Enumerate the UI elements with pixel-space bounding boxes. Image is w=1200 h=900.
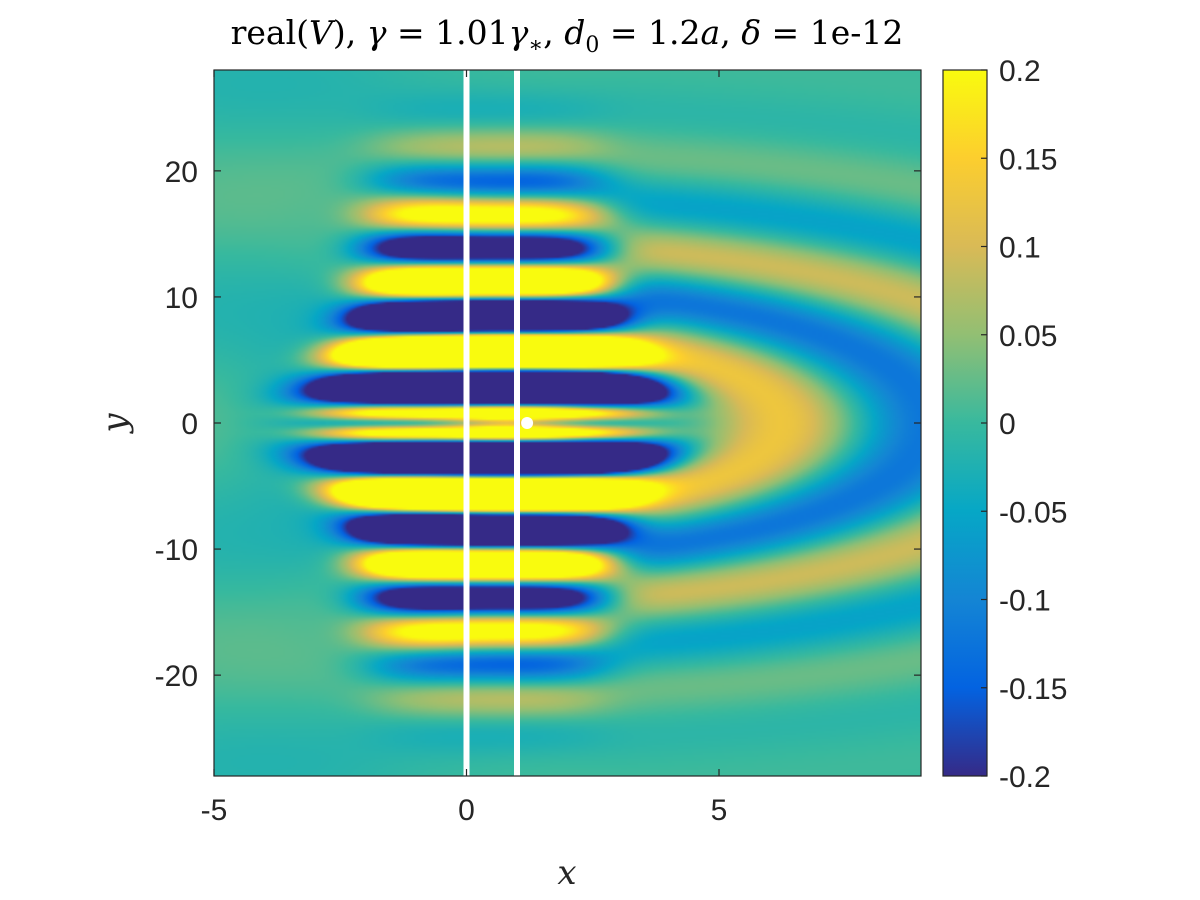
y-ticks: 20 10 0 -10 -20: [155, 156, 921, 693]
heatmap-image: [214, 70, 921, 776]
colorbar-bar: [942, 69, 988, 777]
colorbar-ticks: 0.2 0.15 0.1 0.05 0 -0.05 -0.1 -0.15 -0.2: [981, 55, 1067, 794]
colorbar-tick-label: 0.05: [999, 320, 1057, 353]
overlay-lines: [463, 70, 520, 776]
y-tick-label: 10: [165, 282, 198, 315]
colorbar-tick-label: -0.05: [999, 496, 1067, 529]
chart-title: real(V), γ = 1.01γ∗, d0 = 1.2a, δ = 1e-1…: [231, 13, 904, 58]
x-tick-label: 5: [711, 794, 728, 827]
x-ticks: -5 0 5: [201, 70, 728, 827]
colorbar: 0.2 0.15 0.1 0.05 0 -0.05 -0.1 -0.15 -0.2: [942, 55, 1067, 794]
colorbar-tick-label: 0.2: [999, 55, 1041, 88]
plot-area: [213, 69, 922, 777]
colorbar-tick-label: 0.15: [999, 143, 1057, 176]
x-tick-label: 0: [458, 794, 475, 827]
y-tick-label: 20: [165, 156, 198, 189]
colorbar-tick-label: -0.2: [999, 761, 1051, 794]
colorbar-tick-label: 0: [999, 408, 1016, 441]
colorbar-tick-label: -0.1: [999, 585, 1051, 618]
x-axis-label: x: [557, 853, 576, 893]
y-tick-label: -20: [155, 660, 198, 693]
colorbar-tick-label: 0.1: [999, 232, 1041, 265]
y-tick-label: 0: [181, 408, 198, 441]
y-tick-label: -10: [155, 534, 198, 567]
y-axis-label: y: [95, 413, 135, 435]
x-tick-label: -5: [201, 794, 228, 827]
marker-point: [521, 417, 534, 429]
colorbar-tick-label: -0.15: [999, 673, 1067, 706]
